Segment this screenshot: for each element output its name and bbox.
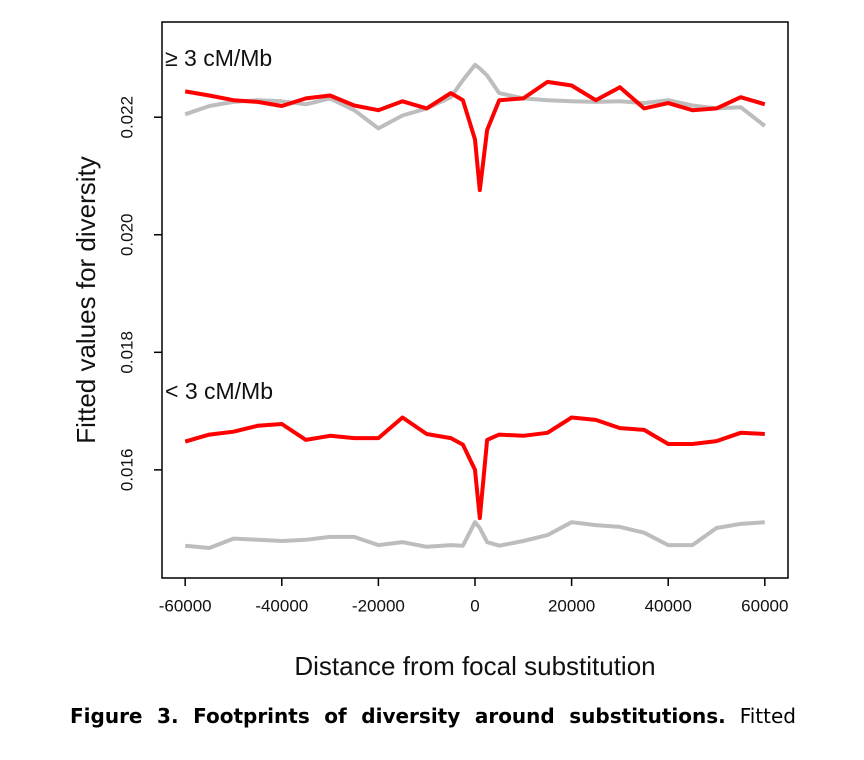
y-axis-label: Fitted values for diversity	[71, 156, 101, 444]
annotation: < 3 cM/Mb	[165, 378, 273, 404]
x-tick-label: -60000	[159, 596, 212, 615]
caption-text: Fitted	[739, 704, 796, 728]
chart: Fitted values for diversity Distance fro…	[71, 21, 789, 681]
y-tick-label: 0.016	[117, 449, 136, 492]
x-tick-label: 0	[470, 596, 479, 615]
x-axis-label: Distance from focal substitution	[294, 651, 655, 681]
x-tick-label: -20000	[352, 596, 405, 615]
caption-title: Figure 3. Footprints of diversity around…	[70, 704, 726, 728]
x-tick-label: 60000	[741, 596, 788, 615]
caption: Figure 3. Footprints of diversity around…	[70, 704, 796, 728]
y-tick-label: 0.018	[117, 331, 136, 374]
series-line	[185, 520, 765, 550]
series-line	[184, 62, 767, 131]
x-tick-label: 20000	[548, 596, 595, 615]
annotation: ≥ 3 cM/Mb	[165, 45, 272, 71]
y-tick-label: 0.022	[117, 96, 136, 139]
series-line	[184, 415, 765, 521]
y-tick-label: 0.020	[117, 213, 136, 256]
x-tick-label: -40000	[255, 596, 308, 615]
x-tick-label: 40000	[645, 596, 692, 615]
series-line	[184, 79, 766, 193]
